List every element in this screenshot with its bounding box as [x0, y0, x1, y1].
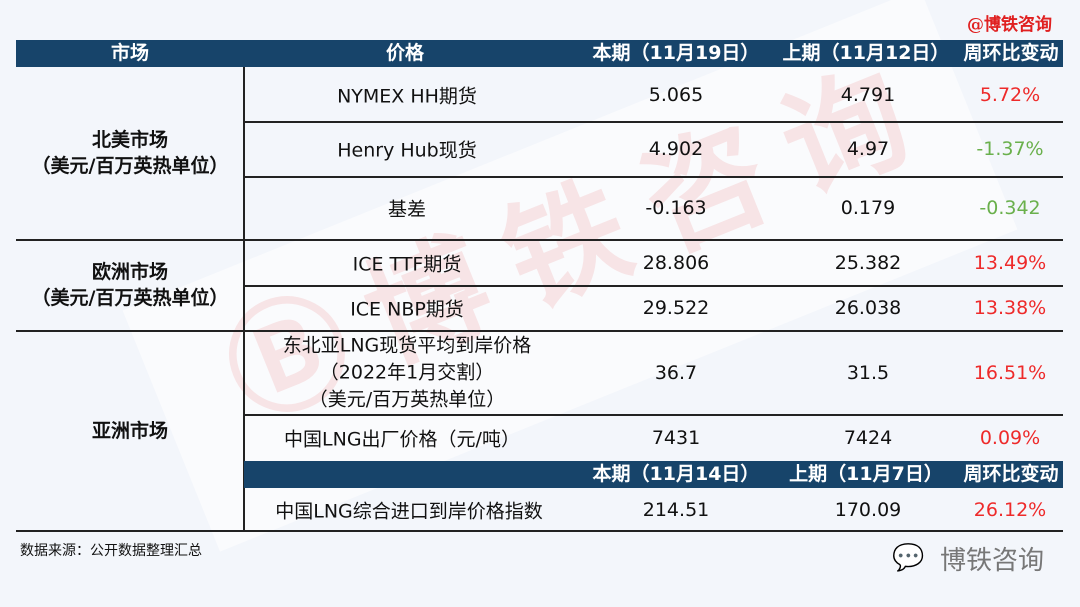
header-change: 周环比变动: [963, 42, 1059, 64]
price-name: 东北亚LNG现货平均到岸价格 （2022年1月交割） （美元/百万英热单位）: [282, 334, 532, 411]
subheader-previous: 上期（11月7日）: [789, 463, 943, 485]
group-divider: [16, 239, 1063, 241]
header-price: 价格: [385, 42, 424, 64]
price-name: 基差: [387, 198, 427, 221]
price-name: ICE NBP期货: [350, 298, 464, 321]
change-value: 0.09%: [979, 427, 1041, 449]
price-name: NYMEX HH期货: [337, 85, 477, 108]
change-value: -1.37%: [976, 138, 1044, 160]
change-value: 16.51%: [973, 362, 1047, 384]
header-current: 本期（11月19日）: [592, 42, 760, 64]
previous-value: 25.382: [834, 252, 902, 274]
header-previous: 上期（11月12日）: [782, 42, 950, 64]
row-divider: [243, 285, 1063, 287]
change-value: 13.38%: [973, 297, 1047, 319]
column-divider: [243, 67, 245, 530]
change-value: -0.342: [979, 197, 1041, 219]
market-north-america: 北美市场 （美元/百万英热单位）: [31, 129, 229, 177]
price-name: 中国LNG综合进口到岸价格指数: [275, 500, 543, 523]
current-value: 5.065: [648, 84, 704, 106]
sub-header: 本期（11月14日） 上期（11月7日） 周环比变动: [244, 461, 1063, 488]
current-value: -0.163: [645, 197, 707, 219]
table-bottom-border: [16, 530, 1063, 532]
row-divider: [243, 176, 1063, 178]
data-source: 数据来源：公开数据整理汇总: [20, 543, 202, 559]
previous-value: 4.791: [840, 84, 896, 106]
table-header: 市场 价格 本期（11月19日） 上期（11月12日） 周环比变动: [16, 40, 1063, 67]
current-value: 214.51: [642, 499, 710, 521]
brand-tag: @博铁咨询: [967, 15, 1052, 35]
footer-brand: 博铁咨询: [940, 546, 1045, 576]
change-value: 13.49%: [973, 252, 1047, 274]
previous-value: 0.179: [840, 197, 896, 219]
group-divider: [16, 330, 1063, 332]
change-value: 5.72%: [979, 84, 1041, 106]
header-market: 市场: [110, 42, 149, 64]
previous-value: 4.97: [846, 138, 890, 160]
previous-value: 26.038: [834, 297, 902, 319]
price-name: ICE TTF期货: [352, 253, 462, 276]
price-name: Henry Hub现货: [337, 139, 477, 162]
price-name: 中国LNG出厂价格（元/吨）: [284, 428, 520, 451]
current-value: 7431: [651, 427, 701, 449]
current-value: 36.7: [654, 362, 698, 384]
subheader-current: 本期（11月14日）: [592, 463, 760, 485]
current-value: 28.806: [642, 252, 710, 274]
previous-value: 170.09: [834, 499, 902, 521]
current-value: 4.902: [648, 138, 704, 160]
market-asia: 亚洲市场: [91, 420, 169, 442]
market-europe: 欧洲市场 （美元/百万英热单位）: [31, 261, 229, 309]
previous-value: 7424: [843, 427, 893, 449]
row-divider: [243, 121, 1063, 123]
row-divider: [243, 414, 1063, 416]
wechat-icon: 💬: [892, 543, 925, 573]
current-value: 29.522: [642, 297, 710, 319]
change-value: 26.12%: [973, 499, 1047, 521]
previous-value: 31.5: [846, 362, 890, 384]
subheader-change: 周环比变动: [963, 463, 1059, 485]
